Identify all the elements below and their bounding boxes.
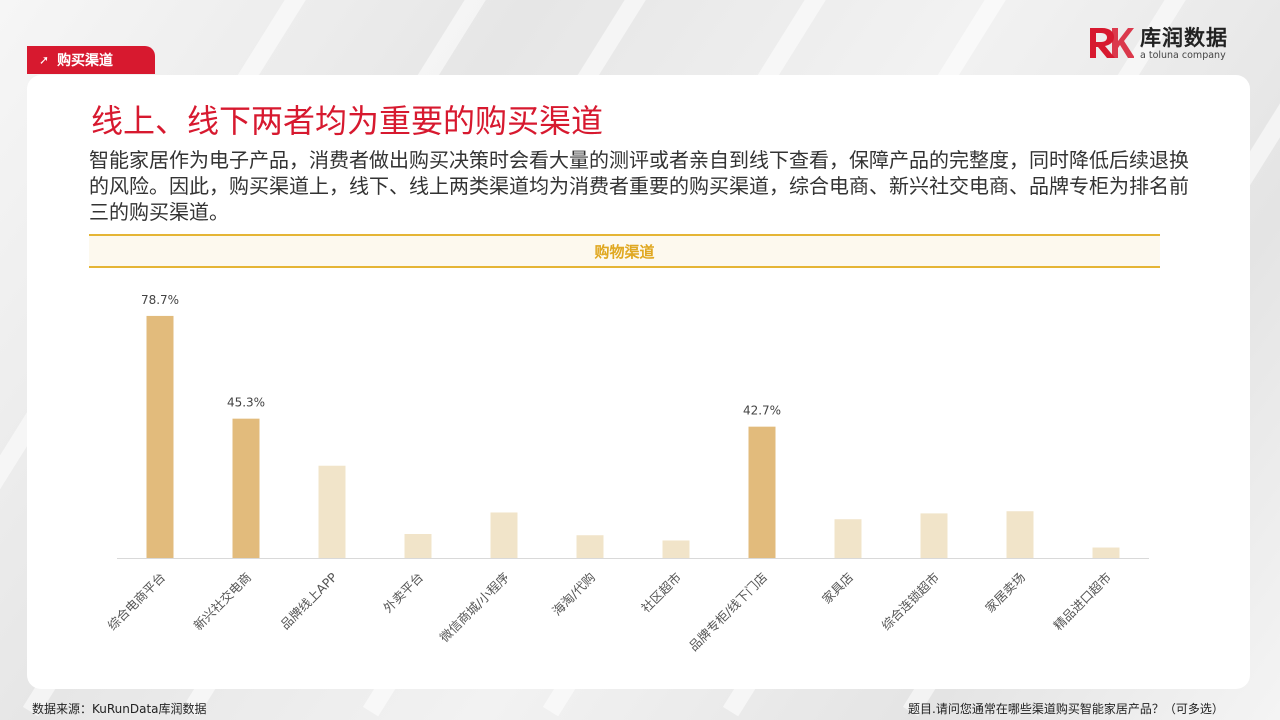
bar <box>748 426 776 558</box>
section-tag-label: 购买渠道 <box>57 53 114 69</box>
category-label: 综合连锁超市 <box>878 570 942 634</box>
page-title: 线上、线下两者均为重要的购买渠道 <box>91 102 604 140</box>
bar <box>1092 547 1120 558</box>
category-label: 社区超市 <box>638 570 684 616</box>
data-label: 45.3% <box>227 396 265 410</box>
bar <box>1006 511 1034 558</box>
logo-name-cn: 库润数据 <box>1140 26 1228 50</box>
arrow-icon: ➚ <box>39 53 50 67</box>
section-tag: ➚ 购买渠道 <box>27 46 155 74</box>
bar <box>404 534 432 558</box>
category-label: 家具店 <box>819 570 856 607</box>
category-label: 精品进口超市 <box>1050 570 1114 634</box>
logo-subtitle: a toluna company <box>1140 50 1226 61</box>
category-label: 综合电商平台 <box>104 570 168 634</box>
category-label: 新兴社交电商 <box>190 570 254 634</box>
logo-icon <box>1090 28 1134 58</box>
category-label: 家居卖场 <box>982 570 1028 616</box>
bar <box>662 540 690 558</box>
bar <box>834 519 862 558</box>
category-label: 海淘/代购 <box>549 570 598 619</box>
bar <box>232 418 260 558</box>
category-label: 品牌专柜/线下门店 <box>686 570 770 654</box>
bar <box>920 513 948 558</box>
category-label: 外卖平台 <box>380 570 426 616</box>
bar <box>490 512 518 558</box>
data-label: 42.7% <box>743 404 781 418</box>
chart-title: 购物渠道 <box>89 234 1160 268</box>
category-label: 品牌线上APP <box>277 569 340 632</box>
data-label: 78.7% <box>141 293 179 307</box>
category-label: 微信商城/小程序 <box>437 570 512 645</box>
bar <box>576 535 604 558</box>
bar <box>318 465 346 558</box>
survey-question: 题目.请问您通常在哪些渠道购买智能家居产品？（可多选） <box>908 702 1224 716</box>
page-description: 智能家居作为电子产品，消费者做出购买决策时会看大量的测评或者亲自到线下查看，保障… <box>89 148 1189 224</box>
bar <box>146 315 174 558</box>
brand-logo: 库润数据 a toluna company <box>1088 26 1228 66</box>
data-source: 数据来源：KuRunData库润数据 <box>32 702 207 716</box>
content-card <box>27 75 1250 689</box>
